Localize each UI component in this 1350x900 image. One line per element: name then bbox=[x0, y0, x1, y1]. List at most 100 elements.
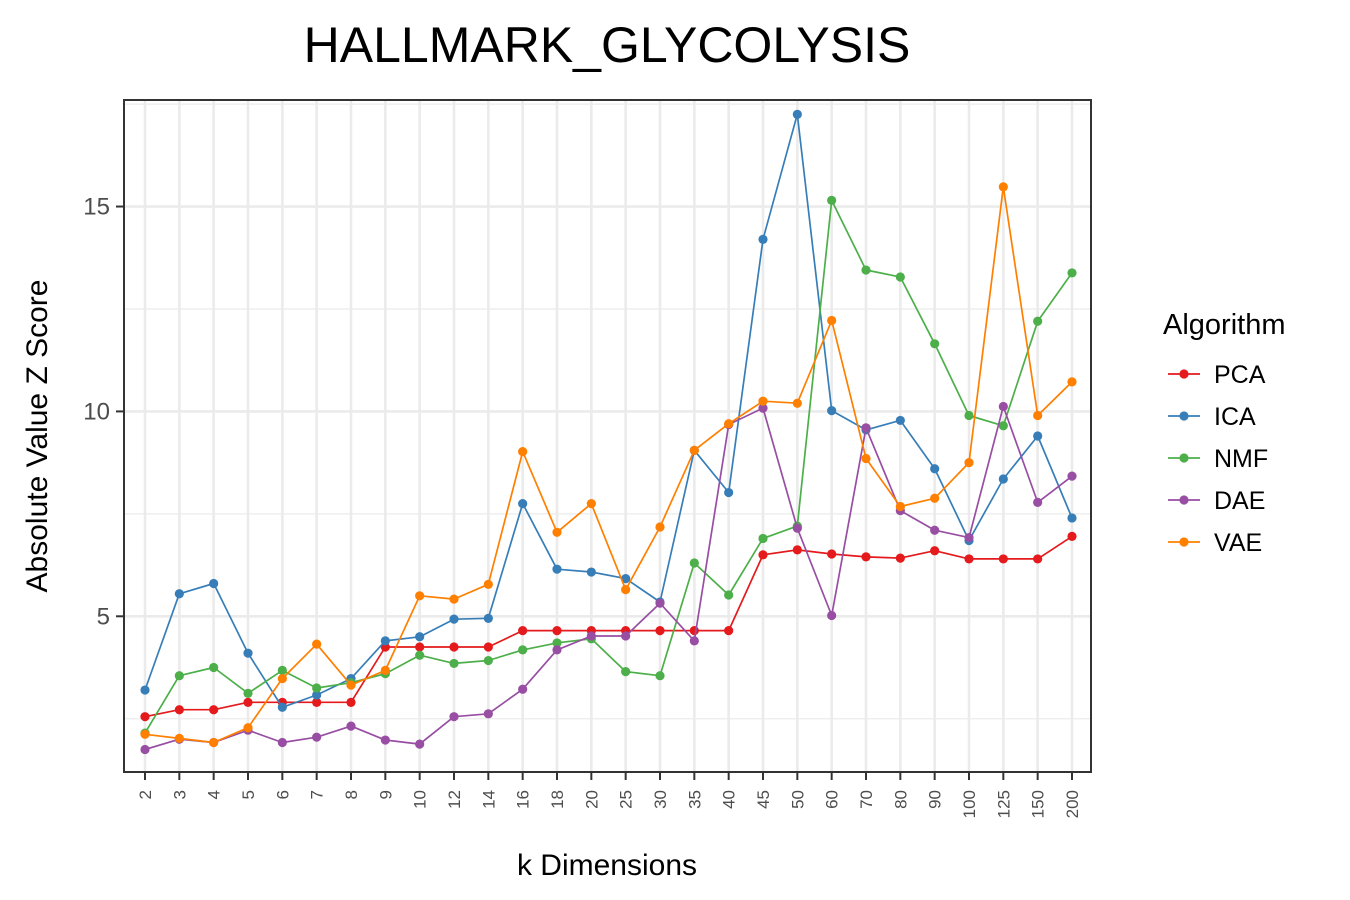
data-point-dae bbox=[827, 610, 837, 621]
data-point-vae bbox=[277, 673, 287, 684]
x-tick-label: 200 bbox=[1063, 790, 1082, 818]
data-point-pca bbox=[243, 697, 253, 707]
data-point-ica bbox=[209, 578, 219, 589]
data-point-ica bbox=[1033, 431, 1043, 441]
data-point-vae bbox=[518, 446, 528, 457]
legend: Algorithm PCA ICA NMF DAE VAE bbox=[1163, 309, 1286, 557]
x-tick-label: 45 bbox=[754, 790, 773, 809]
data-point-pca bbox=[346, 697, 356, 707]
x-tick-label: 12 bbox=[445, 790, 464, 809]
data-point-nmf bbox=[518, 645, 528, 655]
data-point-dae bbox=[140, 744, 150, 755]
data-point-nmf bbox=[758, 533, 768, 544]
data-point-nmf bbox=[724, 590, 734, 600]
data-point-dae bbox=[998, 401, 1008, 412]
data-point-ica bbox=[518, 499, 528, 509]
x-tick-label: 6 bbox=[273, 790, 292, 799]
data-point-dae bbox=[689, 636, 699, 646]
data-point-dae bbox=[964, 533, 974, 543]
data-point-ica bbox=[449, 614, 459, 624]
series-layer bbox=[140, 109, 1077, 755]
x-tick-label: 16 bbox=[514, 790, 533, 809]
data-point-vae bbox=[586, 499, 596, 509]
data-point-vae bbox=[895, 501, 905, 512]
data-point-pca bbox=[861, 552, 871, 562]
data-point-pca bbox=[552, 626, 562, 636]
legend-label-nmf: NMF bbox=[1214, 445, 1268, 473]
data-point-pca bbox=[758, 550, 768, 560]
legend-title: Algorithm bbox=[1163, 309, 1286, 341]
data-point-dae bbox=[758, 403, 768, 413]
data-point-nmf bbox=[655, 671, 665, 681]
data-point-pca bbox=[312, 697, 322, 707]
data-point-dae bbox=[380, 735, 390, 745]
data-point-nmf bbox=[483, 655, 493, 666]
data-point-vae bbox=[998, 182, 1008, 192]
data-point-vae bbox=[380, 665, 390, 675]
data-point-dae bbox=[1033, 497, 1043, 507]
data-point-vae bbox=[621, 585, 631, 595]
legend-label-pca: PCA bbox=[1214, 361, 1266, 389]
data-point-nmf bbox=[895, 272, 905, 282]
x-tick-label: 4 bbox=[205, 790, 224, 799]
data-point-ica bbox=[586, 567, 596, 577]
data-point-ica bbox=[930, 464, 940, 474]
legend-label-dae: DAE bbox=[1214, 487, 1265, 515]
data-point-dae bbox=[518, 684, 528, 694]
x-tick-label: 70 bbox=[857, 790, 876, 809]
data-point-ica bbox=[895, 415, 905, 426]
y-tick-label: 10 bbox=[83, 398, 110, 425]
data-point-ica bbox=[621, 573, 631, 584]
data-point-vae bbox=[930, 493, 940, 503]
x-tick-label: 150 bbox=[1029, 790, 1048, 818]
data-point-ica bbox=[1067, 513, 1077, 523]
x-tick-label: 125 bbox=[994, 790, 1013, 818]
data-point-dae bbox=[1067, 471, 1077, 481]
legend-key-point-dae bbox=[1179, 495, 1189, 505]
y-tick-label: 15 bbox=[83, 194, 110, 221]
x-tick-label: 18 bbox=[548, 790, 567, 809]
data-point-ica bbox=[758, 234, 768, 244]
data-point-nmf bbox=[1033, 316, 1043, 326]
data-point-pca bbox=[964, 554, 974, 564]
data-point-pca bbox=[724, 626, 734, 636]
data-point-vae bbox=[483, 579, 493, 589]
data-point-pca bbox=[449, 642, 459, 652]
data-point-vae bbox=[724, 419, 734, 429]
x-tick-label: 3 bbox=[170, 790, 189, 799]
data-point-pca bbox=[518, 626, 528, 636]
data-point-nmf bbox=[621, 667, 631, 677]
x-tick-label: 14 bbox=[479, 790, 498, 809]
data-point-dae bbox=[552, 645, 562, 655]
data-point-ica bbox=[174, 589, 184, 599]
data-point-vae bbox=[792, 398, 802, 408]
data-point-dae bbox=[312, 732, 322, 742]
data-point-nmf bbox=[964, 410, 974, 421]
plot-panel bbox=[124, 100, 1091, 772]
data-point-vae bbox=[1067, 377, 1077, 387]
data-point-pca bbox=[209, 705, 219, 715]
data-point-pca bbox=[998, 554, 1008, 564]
data-point-vae bbox=[415, 591, 425, 601]
plot-border bbox=[123, 99, 1092, 773]
data-point-vae bbox=[140, 729, 150, 739]
data-point-ica bbox=[998, 474, 1008, 484]
data-point-ica bbox=[312, 690, 322, 700]
data-point-dae bbox=[415, 739, 425, 749]
x-tick-label: 60 bbox=[823, 790, 842, 809]
x-tick-label: 40 bbox=[720, 790, 739, 809]
data-point-ica bbox=[792, 109, 802, 119]
data-point-pca bbox=[174, 705, 184, 715]
plot-background bbox=[124, 100, 1091, 772]
data-point-dae bbox=[483, 709, 493, 719]
data-point-dae bbox=[621, 631, 631, 641]
x-tick-label: 7 bbox=[308, 790, 327, 799]
data-point-vae bbox=[243, 723, 253, 733]
data-point-vae bbox=[174, 733, 184, 744]
data-point-nmf bbox=[277, 665, 287, 675]
series-line-dae bbox=[144, 405, 1073, 751]
data-point-ica bbox=[827, 405, 837, 416]
x-axis-label: k Dimensions bbox=[517, 849, 697, 882]
data-point-vae bbox=[861, 453, 871, 464]
